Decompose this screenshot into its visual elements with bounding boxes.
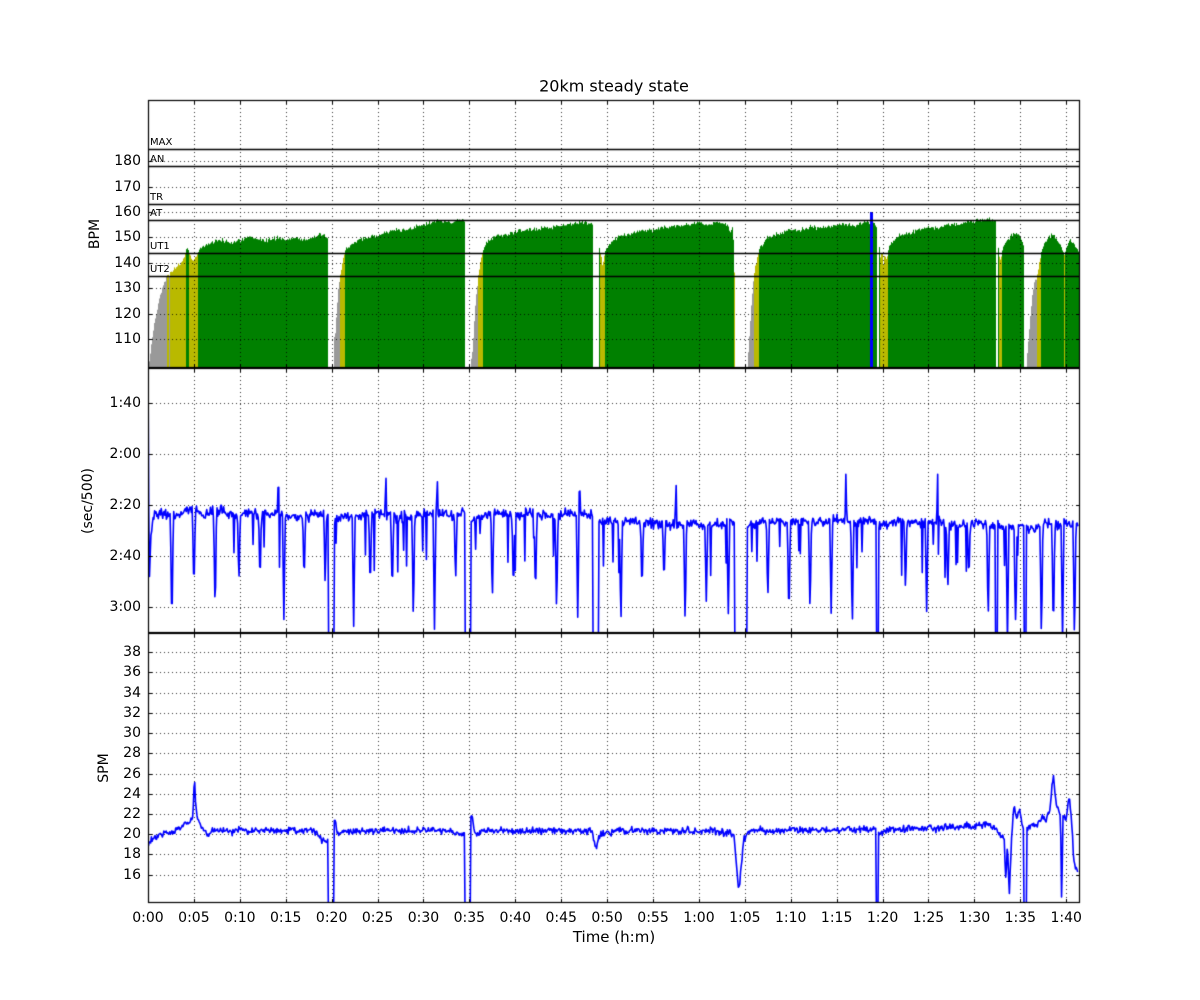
y-tick-label-stroke-rate: 20 [123,826,141,843]
y-tick-label-stroke-rate: 36 [123,664,141,681]
x-tick-label: 0:35 [453,910,486,926]
x-tick-label: 1:10 [775,910,807,926]
y-tick-label-stroke-rate: 34 [123,684,141,701]
y-tick-label-heart-rate: 170 [114,178,141,195]
y-tick-label-stroke-rate: 38 [123,644,141,661]
y-tick-label-pace: 3:00 [109,598,141,615]
y-tick-label-stroke-rate: 16 [123,866,141,883]
chart-title: 20km steady state [539,76,689,96]
x-tick-label: 1:25 [912,910,945,926]
y-tick-label-heart-rate: 120 [114,305,141,322]
y-tick-label-stroke-rate: 26 [123,765,141,782]
zone-label-max: MAX [150,136,173,148]
zone-label-an: AN [150,154,165,166]
x-tick-label: 0:15 [269,910,302,926]
x-tick-label: 0:30 [407,910,440,926]
x-tick-label: 0:10 [224,910,256,926]
y-tick-label-heart-rate: 140 [114,254,141,271]
y-tick-label-heart-rate: 160 [114,204,141,221]
x-tick-label: 0:25 [361,910,394,926]
zone-label-ut1: UT1 [150,240,170,252]
y-tick-label-pace: 1:40 [109,394,141,411]
x-tick-label: 1:35 [1004,910,1037,926]
y-tick-label-pace: 2:20 [109,496,141,513]
x-tick-label: 1:15 [820,910,853,926]
x-tick-label: 0:00 [132,910,164,926]
x-tick-label: 1:40 [1050,910,1082,926]
zone-label-tr: TR [150,192,164,204]
x-tick-label: 0:20 [315,910,348,926]
x-tick-label: 1:00 [683,910,715,926]
x-tick-label: 0:45 [545,910,577,926]
y-tick-label-stroke-rate: 18 [123,846,141,863]
y-tick-label-stroke-rate: 22 [123,806,141,822]
x-tick-label: 0:40 [499,910,531,926]
zone-label-at: AT [150,207,163,219]
y-tick-label-stroke-rate: 24 [123,785,141,802]
y-tick-label-pace: 2:40 [109,547,141,564]
y-tick-label-heart-rate: 180 [114,153,141,170]
y-tick-label-heart-rate: 110 [114,331,141,348]
zone-label-ut2: UT2 [150,263,170,275]
y-tick-label-stroke-rate: 30 [123,725,141,742]
x-tick-label: 1:20 [866,910,899,926]
x-axis-label: Time (h:m) [572,928,656,946]
x-tick-label: 1:30 [958,910,991,926]
y-tick-label-pace: 2:00 [109,445,141,462]
x-tick-label: 0:05 [178,910,210,926]
y-tick-label-stroke-rate: 32 [123,704,141,721]
x-tick-label: 0:55 [637,910,669,926]
x-tick-label: 1:05 [729,910,761,926]
y-tick-label-heart-rate: 150 [114,229,141,246]
y-tick-label-stroke-rate: 28 [123,745,141,762]
y-tick-label-heart-rate: 130 [114,280,141,297]
x-tick-label: 0:50 [591,910,623,926]
